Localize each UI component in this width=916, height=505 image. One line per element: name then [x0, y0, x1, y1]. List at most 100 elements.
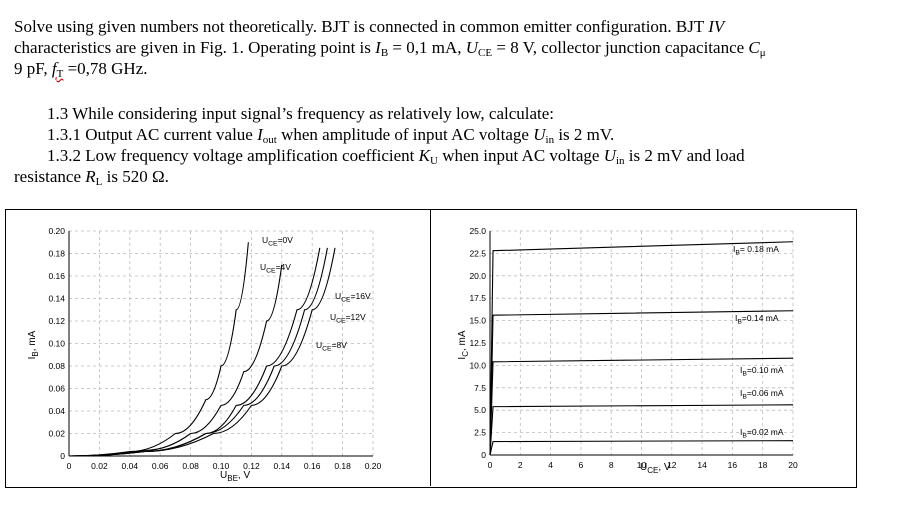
ib-y-tick-label-4: 0.08 [48, 361, 65, 371]
problem-statement: Solve using given numbers not theoretica… [14, 16, 766, 80]
ic-x-tick-label-0: 0 [488, 460, 493, 470]
ic-y-tick-label-3: 7.5 [474, 383, 486, 393]
ku-symbol: K [418, 146, 431, 165]
rl-line-a: resistance [14, 167, 86, 186]
ic-series-label-4: IB= 0.18 mA [733, 244, 779, 257]
ic-x-tick-label-6: 12 [667, 460, 677, 470]
ib-y-tick-label-5: 0.10 [48, 339, 65, 349]
ib-x-tick-label-4: 0.08 [182, 461, 199, 471]
ib-y-tick-label-0: 0 [60, 451, 65, 461]
ib-x-tick-label-6: 0.12 [243, 461, 260, 471]
problem-line2: characteristics are given in Fig. 1. Ope… [14, 38, 376, 57]
ib-series-line-4 [68, 247, 336, 457]
task-list: 1.3 While considering input signal’s fre… [14, 103, 745, 188]
ic-series-label-0: IB=0.02 mA [740, 427, 784, 440]
ib-y-tick-label-1: 0.02 [48, 429, 65, 439]
ft-symbol: f [51, 59, 57, 78]
ic-series-label-2: IB=0.10 mA [740, 365, 784, 378]
ic-x-axis-label: UCE, V [640, 462, 671, 475]
ib-x-tick-label-7: 0.14 [274, 461, 291, 471]
rl-symbol: R [85, 167, 96, 186]
ib-y-tick-label-6: 0.12 [48, 316, 65, 326]
task-1-3-2-c: is 2 mV and load [624, 146, 745, 165]
ib-y-tick-label-2: 0.04 [48, 406, 65, 416]
iout-sub: out [262, 134, 277, 146]
ic-series-label-1: IB=0.06 mA [740, 388, 784, 401]
ic-x-tick-label-4: 8 [609, 460, 614, 470]
uce-symbol: U [465, 38, 479, 57]
ic-x-tick-label-1: 2 [518, 460, 523, 470]
ic-x-tick-label-2: 4 [548, 460, 553, 470]
ib-series-label-1: UCE=4V [260, 262, 291, 275]
uin-sub: in [545, 134, 555, 146]
uin-sub-2: in [615, 155, 625, 167]
task-1-3-1-b: when amplitude of input AC voltage [276, 125, 534, 144]
ib-y-tick-label-9: 0.18 [48, 249, 65, 259]
uce-value: = 8 V, collector junction capacitance [492, 38, 749, 57]
cmu-symbol: C [748, 38, 760, 57]
ic-series-label-3: IB=0.14 mA [735, 313, 779, 326]
figure-frame [5, 209, 857, 488]
ib-value: = 0,1 mA, [388, 38, 466, 57]
ib-y-tick-label-8: 0.16 [48, 271, 65, 281]
ib-x-tick-label-1: 0.02 [91, 461, 108, 471]
ib-x-tick-label-0: 0 [67, 461, 72, 471]
ib-x-tick-label-5: 0.10 [213, 461, 230, 471]
rl-line-b: is 520 Ω. [102, 167, 169, 186]
task-1-3-2: 1.3.2 Low frequency voltage amplificatio… [14, 146, 745, 167]
ic-x-tick-label-5: 10 [637, 460, 647, 470]
iv-text: IV [708, 17, 725, 36]
ib-x-tick-label-3: 0.06 [152, 461, 169, 471]
task-1-3-1-a: 1.3.1 Output AC current value [47, 125, 258, 144]
ic-y-tick-label-4: 10.0 [469, 360, 486, 370]
ib-series-line-3 [68, 247, 328, 457]
problem-line3: 9 pF, [14, 59, 52, 78]
ib-sub: B [380, 47, 389, 59]
task-1-3-2-b: when input AC voltage [437, 146, 604, 165]
ib-y-axis-label: IB, mA [27, 330, 40, 359]
ic-x-tick-label-10: 20 [788, 460, 798, 470]
ib-series-line-0 [68, 242, 249, 457]
ib-series-label-3: UCE=12V [330, 312, 366, 325]
ic-y-tick-label-0: 0 [481, 450, 486, 460]
ib-y-tick-label-7: 0.14 [48, 294, 65, 304]
ic-y-tick-label-9: 22.5 [469, 248, 486, 258]
ft-value: =0,78 GHz. [63, 59, 148, 78]
ib-y-tick-label-3: 0.06 [48, 384, 65, 394]
ib-symbol: I [375, 38, 381, 57]
ib-x-axis-label: UBE, V [220, 470, 250, 483]
ic-y-tick-label-10: 25.0 [469, 226, 486, 236]
task-1-3-1-c: is 2 mV. [554, 125, 615, 144]
ib-series-label-0: UCE=0V [262, 235, 293, 248]
ic-y-tick-label-7: 17.5 [469, 293, 486, 303]
uin-symbol: U [533, 125, 546, 144]
ib-y-tick-label-10: 0.20 [48, 226, 65, 236]
ib-x-tick-label-10: 0.20 [365, 461, 382, 471]
iout-symbol: I [257, 125, 263, 144]
ic-y-tick-label-1: 2.5 [474, 428, 486, 438]
ic-y-tick-label-5: 12.5 [469, 338, 486, 348]
ib-series-line-1 [68, 264, 283, 457]
ic-x-tick-label-9: 18 [758, 460, 768, 470]
ib-series-label-4: UCE=16V [335, 291, 371, 304]
uin-symbol-2: U [603, 146, 616, 165]
task-1-3: 1.3 While considering input signal’s fre… [47, 104, 555, 123]
ic-x-tick-label-3: 6 [579, 460, 584, 470]
ku-sub: U [430, 155, 438, 167]
ic-x-tick-label-8: 16 [728, 460, 738, 470]
cmu-sub: μ [759, 47, 766, 59]
ib-x-tick-label-8: 0.16 [304, 461, 321, 471]
ft-sub: T [56, 68, 64, 80]
ic-y-axis-label: IC, mA [457, 330, 470, 359]
ic-series-line-0 [489, 440, 794, 456]
problem-line1: Solve using given numbers not theoretica… [14, 17, 709, 36]
ic-y-tick-label-2: 5.0 [474, 405, 486, 415]
task-1-3-1: 1.3.1 Output AC current value Iout when … [14, 125, 615, 146]
rl-sub: L [95, 176, 103, 188]
ib-series-label-2: UCE=8V [316, 340, 347, 353]
ib-x-tick-label-9: 0.18 [334, 461, 351, 471]
ib-x-tick-label-2: 0.04 [122, 461, 139, 471]
figure-divider [430, 209, 431, 486]
ic-y-tick-label-8: 20.0 [469, 271, 486, 281]
